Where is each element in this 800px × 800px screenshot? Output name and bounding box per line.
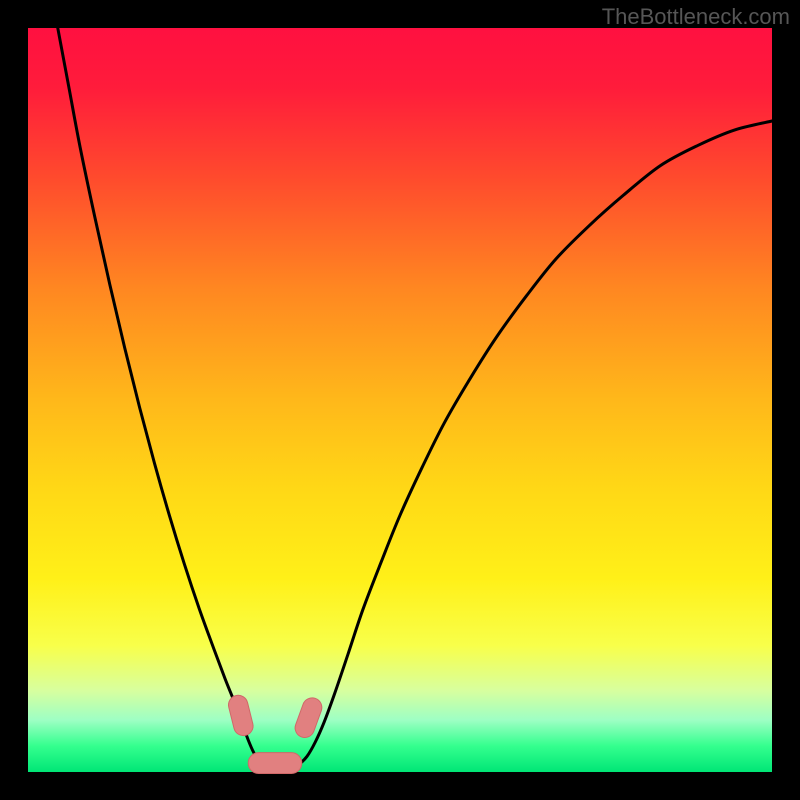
chart-background	[28, 28, 772, 772]
chart-frame: TheBottleneck.com	[0, 0, 800, 800]
highlight-marker-2	[248, 753, 302, 774]
bottleneck-curve-chart	[0, 0, 800, 800]
watermark-text: TheBottleneck.com	[602, 4, 790, 30]
